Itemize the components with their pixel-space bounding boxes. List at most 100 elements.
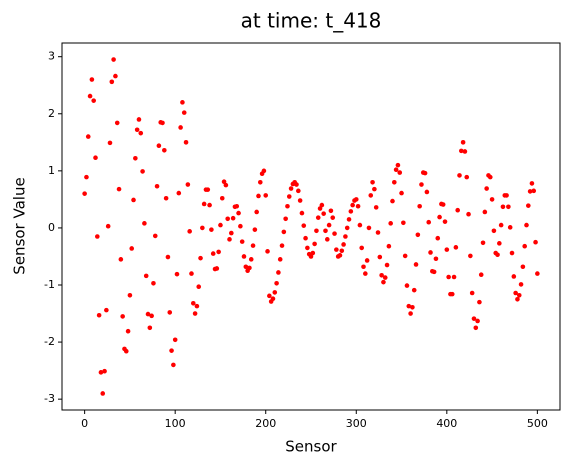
point bbox=[93, 155, 98, 161]
point bbox=[151, 280, 156, 286]
point bbox=[522, 243, 527, 249]
point bbox=[332, 231, 337, 236]
point bbox=[250, 243, 256, 248]
point bbox=[466, 211, 471, 217]
point bbox=[473, 325, 479, 331]
point bbox=[422, 170, 428, 176]
point bbox=[85, 134, 91, 139]
point bbox=[194, 303, 200, 309]
point bbox=[301, 223, 307, 228]
point bbox=[308, 254, 314, 259]
point bbox=[431, 269, 437, 275]
point bbox=[114, 120, 120, 126]
chart-title: at time: t_418 bbox=[241, 9, 382, 33]
point bbox=[411, 287, 417, 293]
point bbox=[346, 217, 352, 222]
point bbox=[102, 368, 107, 374]
point bbox=[526, 203, 531, 208]
point bbox=[169, 348, 174, 353]
point bbox=[417, 203, 422, 209]
point bbox=[172, 337, 178, 343]
point bbox=[524, 222, 529, 228]
point bbox=[343, 234, 348, 239]
point bbox=[147, 325, 153, 331]
point bbox=[475, 318, 480, 324]
point bbox=[477, 299, 482, 305]
point bbox=[489, 197, 495, 202]
point bbox=[487, 174, 493, 180]
point bbox=[312, 241, 317, 247]
point bbox=[165, 254, 171, 260]
point bbox=[190, 300, 196, 306]
point bbox=[84, 174, 89, 180]
point bbox=[218, 222, 223, 228]
point bbox=[527, 189, 533, 194]
point bbox=[105, 223, 111, 229]
point bbox=[149, 313, 154, 319]
point bbox=[315, 215, 321, 220]
point bbox=[480, 240, 486, 246]
point bbox=[89, 77, 95, 82]
x-axis-label: Sensor bbox=[285, 438, 337, 456]
point bbox=[183, 140, 189, 145]
point bbox=[415, 232, 421, 238]
point bbox=[366, 225, 372, 231]
point bbox=[507, 225, 513, 230]
point bbox=[437, 214, 442, 220]
point bbox=[238, 223, 243, 229]
point bbox=[223, 182, 229, 188]
point bbox=[142, 221, 147, 226]
point bbox=[406, 303, 412, 309]
x-tick-label: 400 bbox=[436, 417, 457, 430]
point bbox=[373, 205, 379, 210]
point bbox=[247, 265, 252, 271]
point bbox=[453, 245, 459, 250]
point bbox=[337, 253, 343, 258]
point bbox=[469, 290, 475, 296]
point bbox=[294, 182, 299, 187]
point bbox=[140, 169, 145, 174]
y-tick-label: 2 bbox=[48, 107, 55, 120]
x-tick-label: 100 bbox=[165, 417, 186, 430]
point bbox=[127, 292, 133, 298]
point bbox=[131, 197, 136, 203]
point bbox=[359, 245, 365, 251]
point bbox=[533, 239, 538, 245]
point bbox=[239, 239, 245, 244]
point bbox=[163, 195, 169, 201]
point bbox=[444, 247, 450, 252]
point bbox=[435, 235, 441, 241]
point bbox=[424, 189, 430, 195]
point bbox=[129, 246, 135, 251]
point bbox=[363, 271, 368, 276]
point bbox=[334, 247, 339, 252]
point bbox=[375, 230, 381, 235]
point bbox=[176, 190, 182, 196]
point bbox=[107, 140, 113, 146]
y-tick-label: 0 bbox=[48, 221, 55, 234]
point bbox=[241, 254, 247, 259]
point bbox=[272, 290, 278, 295]
point bbox=[464, 174, 470, 180]
point bbox=[270, 296, 276, 302]
point bbox=[111, 57, 116, 62]
point bbox=[504, 193, 509, 198]
point bbox=[511, 274, 517, 279]
point bbox=[368, 193, 374, 198]
point bbox=[297, 198, 303, 203]
point bbox=[205, 187, 211, 192]
point bbox=[381, 279, 386, 285]
point bbox=[449, 291, 455, 297]
point bbox=[404, 283, 410, 288]
point bbox=[162, 148, 167, 153]
point bbox=[451, 274, 457, 280]
point bbox=[457, 173, 462, 178]
point bbox=[299, 210, 305, 216]
point bbox=[348, 209, 354, 214]
x-tick-label: 500 bbox=[527, 417, 548, 430]
point bbox=[397, 170, 403, 175]
point bbox=[314, 228, 319, 234]
plot-frame bbox=[61, 42, 561, 411]
point bbox=[303, 235, 308, 241]
point bbox=[207, 202, 212, 208]
